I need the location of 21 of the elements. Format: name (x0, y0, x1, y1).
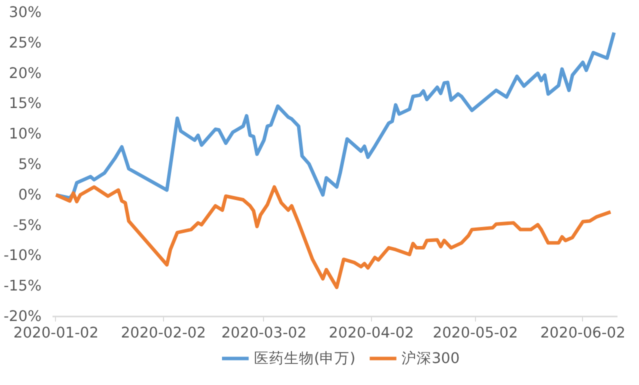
y-tick-label: 30% (8, 4, 42, 21)
x-tick-label: 2020-05-02 (432, 324, 518, 342)
y-tick-label: 15% (8, 95, 42, 112)
y-tick-label: -5% (12, 216, 42, 234)
y-tick-label: -10% (4, 247, 42, 264)
x-tick-label: 2020-06-02 (540, 324, 626, 342)
y-tick-label: 10% (8, 126, 42, 143)
y-tick-label: -20% (4, 308, 42, 325)
x-tick-label: 2020-02-02 (120, 324, 206, 342)
legend-label: 沪深300 (402, 350, 460, 367)
y-tick-label: -15% (4, 278, 42, 295)
x-tick-label: 2020-03-02 (221, 324, 307, 342)
line-series (54, 185, 612, 290)
x-tick-label: 2020-04-02 (328, 324, 414, 342)
x-tick-label: 2020-01-02 (13, 324, 99, 342)
y-tick-label: 5% (18, 156, 42, 173)
y-tick-label: 0% (18, 186, 42, 204)
legend-label: 医药生物(申万) (254, 350, 356, 367)
y-tick-label: 25% (8, 34, 42, 52)
y-tick-label: 20% (8, 64, 42, 82)
line-series (54, 30, 616, 200)
